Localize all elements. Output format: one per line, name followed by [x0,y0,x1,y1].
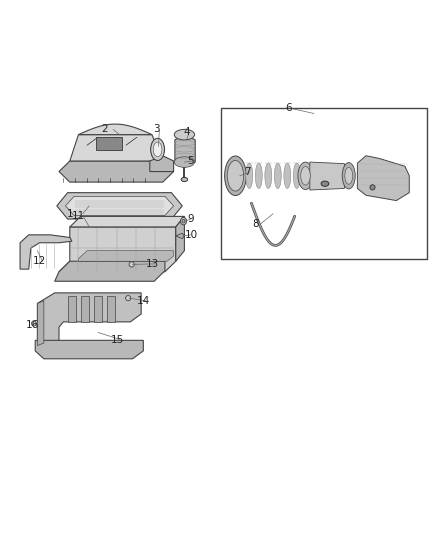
Polygon shape [81,295,89,322]
Ellipse shape [345,167,353,184]
Bar [96,138,122,150]
Ellipse shape [182,219,185,223]
Polygon shape [94,295,102,322]
Polygon shape [66,196,173,215]
Ellipse shape [129,262,134,267]
Ellipse shape [32,321,36,326]
Polygon shape [55,261,165,281]
Polygon shape [59,161,173,182]
Text: 5: 5 [187,156,194,166]
Polygon shape [175,135,195,167]
Polygon shape [59,227,176,272]
Text: 12: 12 [33,256,46,266]
Text: 7: 7 [244,166,251,176]
Ellipse shape [301,166,310,185]
Text: 9: 9 [187,214,194,224]
Ellipse shape [126,295,131,301]
Polygon shape [67,295,76,322]
Polygon shape [20,235,72,269]
Ellipse shape [342,163,355,189]
Text: 3: 3 [153,124,159,134]
Ellipse shape [246,163,253,189]
Text: 11: 11 [72,212,85,221]
Text: 4: 4 [183,127,190,137]
Polygon shape [106,295,115,322]
Text: 14: 14 [137,296,150,306]
Ellipse shape [180,217,187,225]
Ellipse shape [174,157,194,167]
Polygon shape [35,341,143,359]
Polygon shape [150,156,173,172]
Polygon shape [37,293,141,345]
Ellipse shape [321,181,329,187]
Ellipse shape [274,163,281,189]
Ellipse shape [227,160,244,191]
Text: 16: 16 [25,319,39,329]
Text: 10: 10 [184,230,198,240]
Text: 13: 13 [145,259,159,269]
Polygon shape [70,216,184,227]
Ellipse shape [151,139,165,160]
Text: 8: 8 [252,219,259,229]
Text: 1: 1 [67,209,73,219]
Ellipse shape [265,163,272,189]
Bar [221,108,427,259]
Ellipse shape [293,163,300,189]
Text: 6: 6 [285,103,292,114]
Text: 15: 15 [111,335,124,345]
Ellipse shape [298,162,313,190]
Polygon shape [357,156,409,200]
Polygon shape [78,251,173,261]
Polygon shape [37,301,44,345]
Polygon shape [176,233,184,239]
Polygon shape [78,124,152,135]
Polygon shape [310,162,344,190]
Polygon shape [70,135,163,161]
Ellipse shape [284,163,291,189]
Ellipse shape [255,163,262,189]
Ellipse shape [225,156,246,196]
Ellipse shape [153,142,162,157]
Text: 2: 2 [101,124,108,134]
Ellipse shape [174,130,194,140]
Ellipse shape [181,177,187,182]
Ellipse shape [370,185,375,190]
Polygon shape [57,192,182,219]
Polygon shape [176,216,184,261]
